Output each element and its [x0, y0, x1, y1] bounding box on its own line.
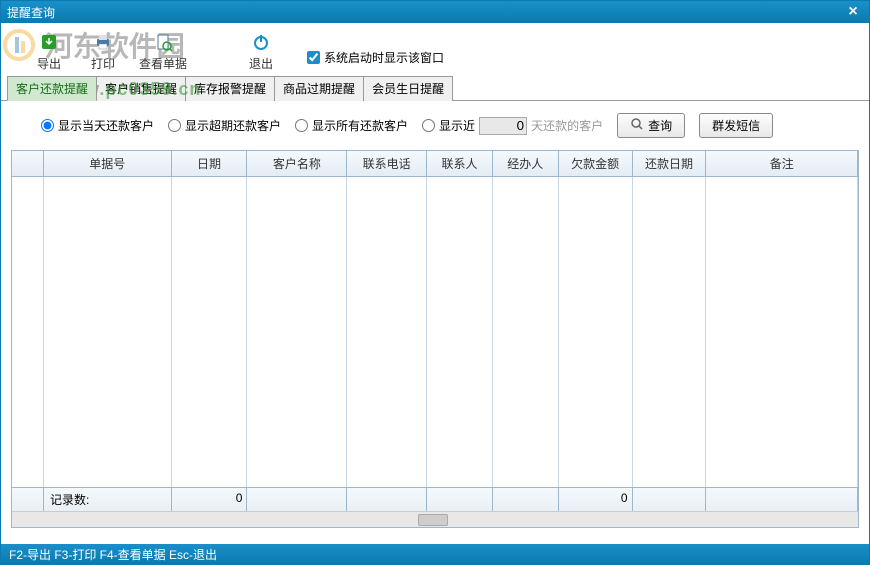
print-icon	[92, 31, 114, 53]
col-date[interactable]: 日期	[172, 151, 248, 176]
col-phone[interactable]: 联系电话	[347, 151, 427, 176]
window-title: 提醒查询	[7, 4, 55, 21]
total-amount: 0	[559, 488, 633, 511]
col-rownum[interactable]	[12, 151, 44, 176]
col-repay-date[interactable]: 还款日期	[633, 151, 707, 176]
statusbar-text: F2-导出 F3-打印 F4-查看单据 Esc-退出	[9, 546, 217, 563]
days-input[interactable]	[479, 117, 527, 135]
radio-today[interactable]: 显示当天还款客户	[41, 117, 154, 134]
tab-stock-reminder[interactable]: 库存报警提醒	[185, 76, 275, 101]
col-contact[interactable]: 联系人	[427, 151, 493, 176]
power-icon	[250, 31, 272, 53]
grid-body[interactable]	[12, 177, 858, 487]
filter-bar: 显示当天还款客户 显示超期还款客户 显示所有还款客户 显示近 天还款的客户 查询…	[1, 101, 869, 150]
startup-checkbox[interactable]: 系统启动时显示该窗口	[307, 49, 444, 66]
record-count-value: 0	[172, 488, 248, 511]
horizontal-scrollbar[interactable]	[12, 511, 858, 527]
record-count-label: 记录数:	[44, 488, 172, 511]
radio-all[interactable]: 显示所有还款客户	[295, 117, 408, 134]
print-button[interactable]: 打印	[85, 31, 121, 72]
exit-button[interactable]: 退出	[243, 31, 279, 72]
tab-repayment-reminder[interactable]: 客户还款提醒	[7, 76, 97, 101]
grid-header: 单据号 日期 客户名称 联系电话 联系人 经办人 欠款金额 还款日期 备注	[12, 151, 858, 177]
document-icon	[152, 31, 174, 53]
col-amount[interactable]: 欠款金额	[559, 151, 633, 176]
sms-button[interactable]: 群发短信	[699, 113, 773, 138]
titlebar: 提醒查询 ×	[1, 1, 869, 23]
tab-bar: 客户还款提醒 客户销售提醒 库存报警提醒 商品过期提醒 会员生日提醒	[1, 75, 869, 101]
export-icon	[38, 31, 60, 53]
startup-checkbox-input[interactable]	[307, 51, 320, 64]
col-remark[interactable]: 备注	[706, 151, 858, 176]
col-customer[interactable]: 客户名称	[247, 151, 347, 176]
search-button[interactable]: 查询	[617, 113, 685, 138]
data-grid: 单据号 日期 客户名称 联系电话 联系人 经办人 欠款金额 还款日期 备注 记录…	[11, 150, 859, 528]
col-handler[interactable]: 经办人	[493, 151, 559, 176]
col-doc-no[interactable]: 单据号	[44, 151, 172, 176]
close-icon[interactable]: ×	[843, 3, 863, 21]
tab-birthday-reminder[interactable]: 会员生日提醒	[363, 76, 453, 101]
tab-expiry-reminder[interactable]: 商品过期提醒	[274, 76, 364, 101]
radio-overdue[interactable]: 显示超期还款客户	[168, 117, 281, 134]
tab-sales-reminder[interactable]: 客户销售提醒	[96, 76, 186, 101]
export-button[interactable]: 导出	[31, 31, 67, 72]
toolbar: 导出 打印 查看单据 退出 系统启动时显示该窗口	[1, 23, 869, 75]
statusbar: F2-导出 F3-打印 F4-查看单据 Esc-退出	[1, 544, 869, 564]
view-doc-button[interactable]: 查看单据	[139, 31, 187, 72]
search-icon	[630, 117, 644, 134]
radio-within-days[interactable]: 显示近 天还款的客户	[422, 117, 603, 135]
grid-footer: 记录数: 0 0	[12, 487, 858, 511]
